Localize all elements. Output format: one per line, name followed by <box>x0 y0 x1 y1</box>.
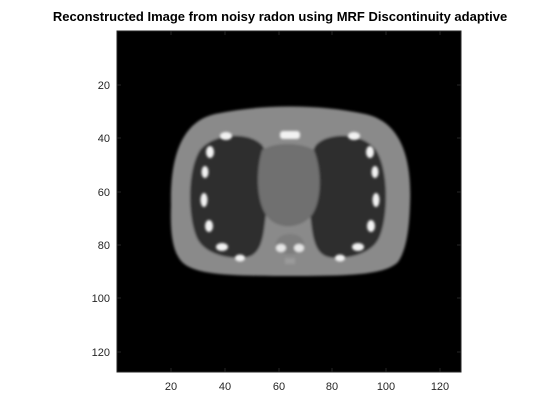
x-tick-label: 40 <box>219 381 231 393</box>
x-tick-label: 120 <box>431 381 449 393</box>
y-tick-label: 100 <box>92 293 110 305</box>
y-tick-label: 20 <box>98 80 110 92</box>
y-tick-label: 40 <box>98 133 110 145</box>
x-tick-label: 100 <box>377 381 395 393</box>
ct-slice-image <box>170 106 411 276</box>
x-tick-marks <box>170 31 441 372</box>
ribs <box>200 131 380 262</box>
y-tick-label: 60 <box>98 187 110 199</box>
x-tick-label: 80 <box>326 381 338 393</box>
right-lung <box>308 135 386 258</box>
y-tick-label: 80 <box>98 240 110 252</box>
figure-title: Reconstructed Image from noisy radon usi… <box>52 9 508 24</box>
x-tick-label: 60 <box>273 381 285 393</box>
y-tick-label: 120 <box>92 347 110 359</box>
mediastinum <box>257 144 320 227</box>
y-tick-marks <box>117 84 461 353</box>
axes-frame <box>116 30 462 373</box>
x-tick-label: 20 <box>165 381 177 393</box>
